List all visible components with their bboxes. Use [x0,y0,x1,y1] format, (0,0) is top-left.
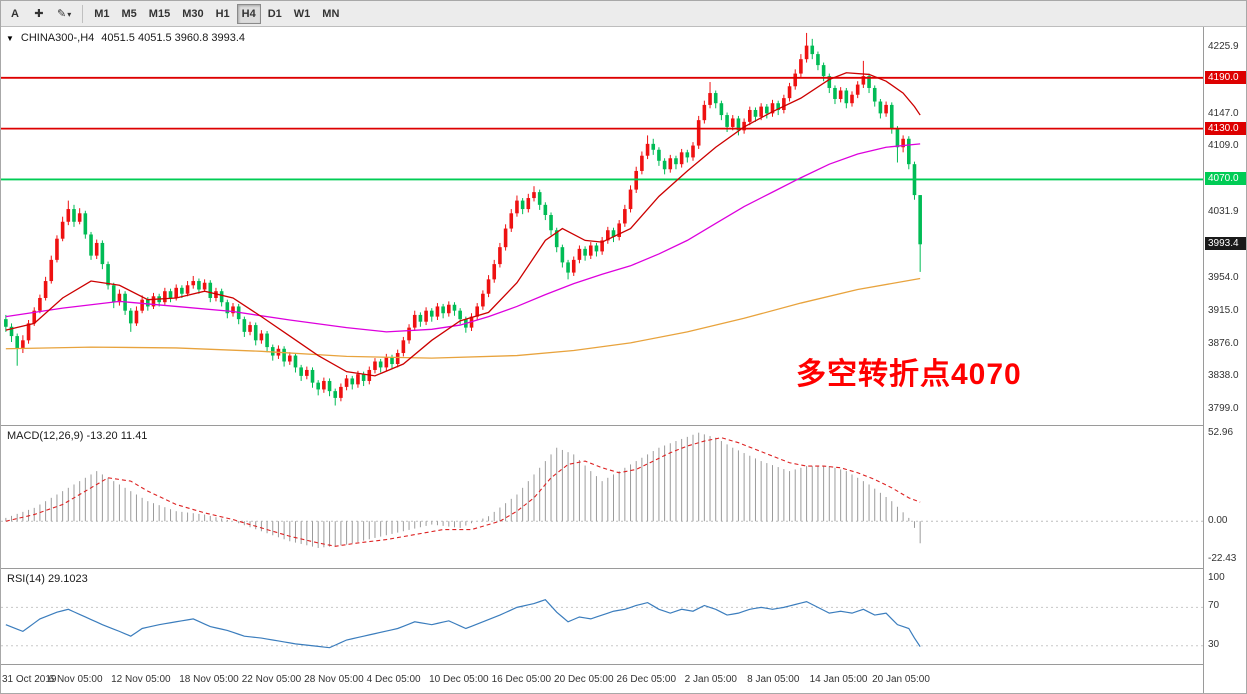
time-axis-label: 31 Oct 2019 [2,674,57,685]
main-chart-panel[interactable]: ▼ CHINA300-,H4 4051.5 4051.5 3960.8 3993… [1,27,1203,425]
macd-axis-label: 0.00 [1208,515,1228,527]
macd-axis-label: -22.43 [1208,552,1237,564]
symbol-marker-icon: ▼ [6,33,14,43]
candlestick-chart [1,32,1203,406]
time-axis-label: 22 Nov 05:00 [241,674,302,685]
time-axis-label: 26 Dec 05:00 [616,674,677,685]
current-price-badge: 3993.4 [1205,237,1246,251]
price-axis-label: 4225.9 [1208,41,1239,53]
price-axis-label: 3954.0 [1208,271,1239,283]
rsi-label: RSI(14) 29.1023 [7,573,88,585]
price-axis-label: 3799.0 [1208,402,1239,414]
draw-icon: ✎ [57,8,67,20]
crosshair-icon: ✚ [34,8,44,20]
macd-axis-label: 52.96 [1208,426,1234,438]
macd-histogram [5,432,921,548]
macd-signal-line [5,437,921,547]
level-price-badge: 4130.0 [1205,121,1246,135]
level-price-badge: 4190.0 [1205,70,1246,84]
time-axis-label: 4 Dec 05:00 [366,674,421,685]
price-axis-label: 3838.0 [1208,369,1239,381]
macd-label: MACD(12,26,9) -13.20 11.41 [7,430,148,442]
rsi-line [5,599,921,649]
price-axis-label: 4109.0 [1208,140,1239,152]
rsi-chart [1,599,1203,649]
ma-slow-line [5,277,921,359]
timeframe-group: M1 M5 M15 M30 H1 H4 D1 W1 MN [89,3,345,24]
price-axis-label: 3876.0 [1208,337,1239,349]
time-axis-label: 10 Dec 05:00 [429,674,489,685]
top-toolbar: A ✚ ✎▾ M1 M5 M15 M30 H1 H4 D1 W1 MN [1,1,1246,27]
time-axis-label: 20 Jan 05:00 [872,674,930,685]
rsi-axis-label: 30 [1208,638,1220,650]
timeframe-w1-button[interactable]: W1 [288,3,316,24]
crosshair-tool-button[interactable]: ✚ [28,3,50,24]
draw-tools-button[interactable]: ✎▾ [52,3,77,24]
macd-indicator-panel[interactable]: MACD(12,26,9) -13.20 11.41 [1,425,1203,568]
time-axis-label: 8 Jan 05:00 [747,674,800,685]
ohlc-values: 4051.5 4051.5 3960.8 3993.4 [101,32,246,44]
price-axis-label: 3915.0 [1208,304,1239,316]
price-axis-label: 4147.0 [1208,108,1239,120]
cursor-tool-button[interactable]: A [4,3,26,24]
time-axis-label: 6 Nov 05:00 [48,674,103,685]
toolbar-separator [82,4,84,23]
time-axis-label: 16 Dec 05:00 [491,674,552,685]
timeframe-m30-button[interactable]: M30 [177,3,209,24]
timeframe-mn-button[interactable]: MN [317,3,345,24]
level-price-badge: 4070.0 [1205,172,1246,186]
ma-fast-line [5,72,921,377]
macd-chart [1,432,1203,548]
candles-group [4,32,922,406]
rsi-axis-label: 70 [1208,600,1220,612]
rsi-axis-label: 100 [1208,571,1225,583]
chevron-down-icon: ▾ [67,10,72,19]
price-axis-label: 4031.9 [1208,205,1239,217]
timeframe-m5-button[interactable]: M5 [116,3,142,24]
timeframe-h4-button[interactable]: H4 [236,3,261,24]
time-axis-label: 2 Jan 05:00 [684,674,737,685]
time-axis-label: 20 Dec 05:00 [554,674,614,685]
timeframe-m1-button[interactable]: M1 [89,3,115,24]
time-axis-label: 28 Nov 05:00 [304,674,364,685]
timeframe-d1-button[interactable]: D1 [262,3,287,24]
chart-plot-column: ▼ CHINA300-,H4 4051.5 4051.5 3960.8 3993… [1,27,1203,693]
time-axis-label: 18 Nov 05:00 [179,674,239,685]
time-axis-label: 14 Jan 05:00 [809,674,868,685]
rsi-indicator-panel[interactable]: RSI(14) 29.1023 [1,568,1203,664]
timeframe-m15-button[interactable]: M15 [143,3,176,24]
timeframe-h1-button[interactable]: H1 [210,3,235,24]
ma-mid-line [5,143,921,333]
symbol-ohlc-line: ▼ CHINA300-,H4 4051.5 4051.5 3960.8 3993… [6,32,245,44]
symbol-period-label: CHINA300-,H4 [20,32,95,44]
price-axis[interactable]: 4225.9 4147.0 4109.0 4031.9 3954.0 3915.0 3876… [1203,27,1246,693]
time-axis[interactable]: 31 Oct 2019 6 Nov 05:00 12 Nov 05:00 18 Nov… [1,664,1203,693]
chart-annotation-text: 多空转折点4070 [796,358,1022,391]
time-axis-label: 12 Nov 05:00 [111,674,171,685]
